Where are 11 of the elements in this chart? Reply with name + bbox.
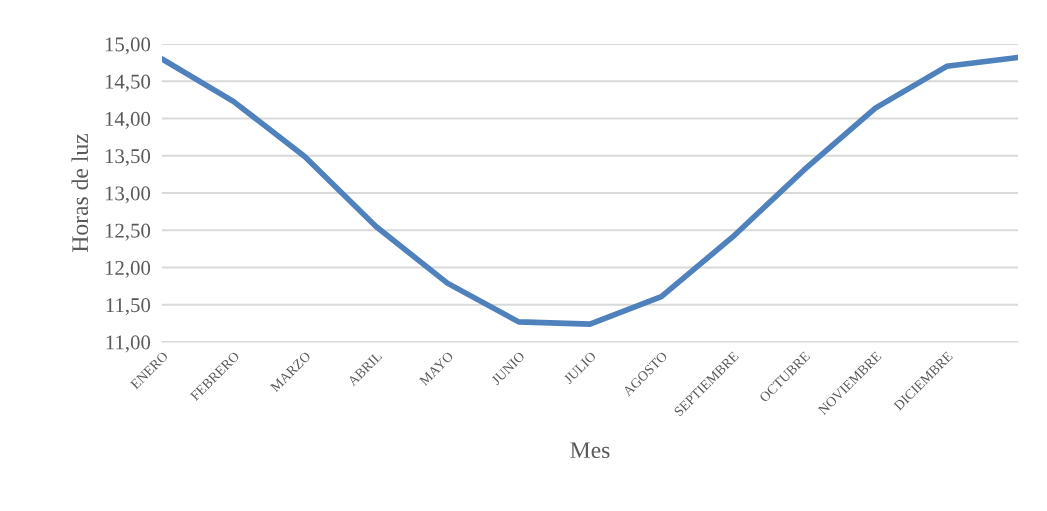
y-tick-label: 13,00 (105, 186, 151, 204)
y-tick-label: 12,00 (105, 260, 151, 278)
y-axis-title: Horas de luz (71, 134, 89, 252)
y-tick-label: 14,00 (105, 111, 151, 129)
y-tick-label: 11,50 (106, 298, 151, 316)
y-tick-label: 12,50 (105, 223, 151, 241)
x-axis-title: Mes (570, 442, 610, 459)
y-tick-label: 15,00 (105, 37, 151, 55)
y-tick-label: 11,00 (106, 335, 151, 353)
y-tick-label: 13,50 (105, 149, 151, 167)
y-tick-label: 14,50 (105, 74, 151, 92)
